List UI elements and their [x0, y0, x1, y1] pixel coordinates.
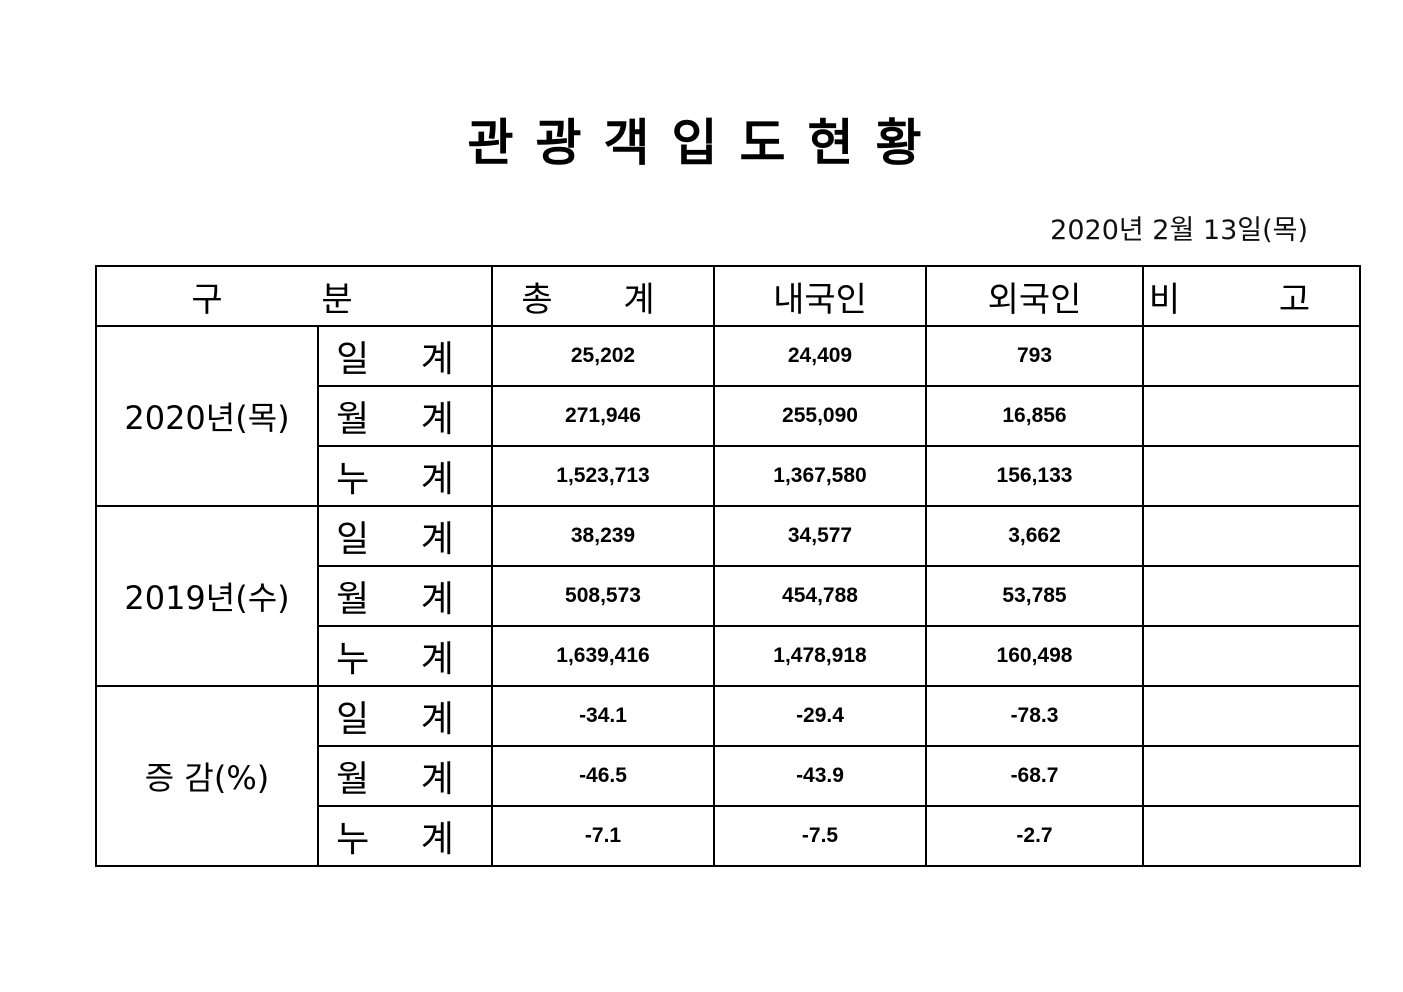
row-label: 누 계 — [317, 445, 493, 507]
group-label-2019: 2019년(수) — [95, 505, 319, 687]
table-row: 증 감(%) 일 계 -34.1 -29.4 -78.3 — [95, 685, 1361, 867]
cell-domestic: -43.9 — [713, 745, 927, 807]
header-foreign: 외국인 — [925, 265, 1144, 327]
cell-total: -7.1 — [491, 805, 715, 867]
cell-note — [1142, 385, 1361, 447]
cell-note — [1142, 745, 1361, 807]
cell-note — [1142, 565, 1361, 627]
cell-domestic: 1,478,918 — [713, 625, 927, 687]
row-label: 누 계 — [317, 805, 493, 867]
cell-total: -46.5 — [491, 745, 715, 807]
cell-note — [1142, 625, 1361, 687]
cell-domestic: 255,090 — [713, 385, 927, 447]
table-row: 월 계 271,946 255,090 16,856 — [96, 385, 1361, 447]
cell-total: 508,573 — [491, 565, 715, 627]
report-date: 2020년 2월 13일(목) — [1050, 215, 1308, 246]
row-label: 일 계 — [317, 685, 493, 747]
cell-total: 25,202 — [491, 325, 715, 387]
row-label: 월 계 — [317, 745, 493, 807]
table-row: 월 계 -46.5 -43.9 -68.7 — [96, 745, 1361, 807]
cell-total: 1,639,416 — [491, 625, 715, 687]
header-category: 구 분 — [95, 265, 493, 327]
table-row: 누 계 -7.1 -7.5 -2.7 — [96, 805, 1361, 867]
table-row: 2020년(목) 일 계 25,202 24,409 793 — [95, 325, 1361, 507]
cell-note — [1142, 805, 1361, 867]
cell-domestic: 34,577 — [713, 505, 927, 567]
tourist-arrivals-table: 구 분 총 계 내국인 외국인 비 고 2020년(목) 일 계 25,202 … — [95, 265, 1361, 867]
cell-domestic: 24,409 — [713, 325, 927, 387]
cell-foreign: 160,498 — [925, 625, 1144, 687]
cell-total: 271,946 — [491, 385, 715, 447]
group-label-2020: 2020년(목) — [95, 325, 319, 507]
cell-domestic: 1,367,580 — [713, 445, 927, 507]
table-row: 누 계 1,639,416 1,478,918 160,498 — [96, 625, 1361, 687]
cell-foreign: 53,785 — [925, 565, 1144, 627]
cell-total: 38,239 — [491, 505, 715, 567]
table-row: 누 계 1,523,713 1,367,580 156,133 — [96, 445, 1361, 507]
cell-domestic: -29.4 — [713, 685, 927, 747]
header-row: 구 분 총 계 내국인 외국인 비 고 — [95, 265, 1361, 327]
table-row: 월 계 508,573 454,788 53,785 — [96, 565, 1361, 627]
header-domestic: 내국인 — [713, 265, 927, 327]
table-row: 2019년(수) 일 계 38,239 34,577 3,662 — [95, 505, 1361, 687]
cell-domestic: -7.5 — [713, 805, 927, 867]
cell-note — [1142, 685, 1361, 747]
cell-total: 1,523,713 — [491, 445, 715, 507]
document-title: 관광객입도현황 — [467, 114, 944, 172]
row-label: 월 계 — [317, 565, 493, 627]
cell-note — [1142, 325, 1361, 387]
cell-note — [1142, 505, 1361, 567]
cell-foreign: 793 — [925, 325, 1144, 387]
cell-foreign: 3,662 — [925, 505, 1144, 567]
cell-foreign: -78.3 — [925, 685, 1144, 747]
row-label: 월 계 — [317, 385, 493, 447]
header-total: 총 계 — [491, 265, 715, 327]
row-label: 누 계 — [317, 625, 493, 687]
cell-foreign: 156,133 — [925, 445, 1144, 507]
row-label: 일 계 — [317, 325, 493, 387]
cell-foreign: 16,856 — [925, 385, 1144, 447]
header-note: 비 고 — [1142, 265, 1361, 327]
cell-note — [1142, 445, 1361, 507]
row-label: 일 계 — [317, 505, 493, 567]
cell-foreign: -2.7 — [925, 805, 1144, 867]
cell-total: -34.1 — [491, 685, 715, 747]
cell-foreign: -68.7 — [925, 745, 1144, 807]
cell-domestic: 454,788 — [713, 565, 927, 627]
group-label-change: 증 감(%) — [95, 685, 319, 867]
